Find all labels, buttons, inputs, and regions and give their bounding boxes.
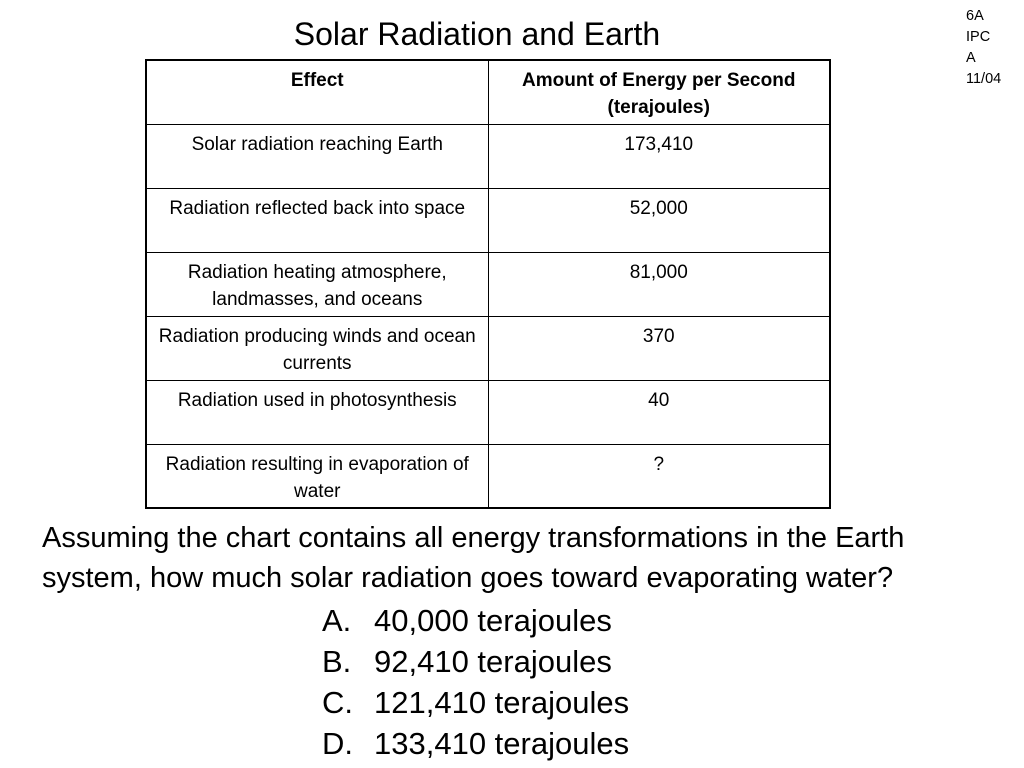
energy-cell: 81,000 — [487, 251, 831, 317]
option-letter: B. — [322, 644, 352, 679]
table-row: Radiation resulting in evaporation of wa… — [145, 443, 831, 509]
option: D. 133,410 terajoules — [322, 723, 629, 764]
energy-cell: 40 — [487, 379, 831, 445]
effect-cell: Solar radiation reaching Earth — [145, 123, 489, 189]
energy-cell: 173,410 — [487, 123, 831, 189]
effect-cell: Radiation heating atmosphere, landmasses… — [145, 251, 489, 317]
effect-cell: Radiation producing winds and ocean curr… — [145, 315, 489, 381]
option-letter: D. — [322, 726, 353, 761]
effect-cell: Radiation resulting in evaporation of wa… — [145, 443, 489, 509]
table-row: Radiation producing winds and ocean curr… — [145, 315, 831, 381]
option: A. 40,000 terajoules — [322, 600, 629, 641]
energy-table: Effect Amount of Energy per Second (teraj… — [145, 59, 831, 509]
option-text: 121,410 terajoules — [374, 685, 630, 720]
table-row: Radiation reflected back into space 52,00… — [145, 187, 831, 253]
corner-note: 6A IPC A 11/04 — [966, 6, 1001, 90]
note-line: A — [966, 50, 976, 66]
option-text: 40,000 terajoules — [374, 603, 612, 638]
note-line: 6A — [966, 8, 984, 24]
effect-cell: Radiation used in photosynthesis — [145, 379, 489, 445]
table-row: Solar radiation reaching Earth 173,410 — [145, 123, 831, 189]
note-line: 11/04 — [966, 71, 1002, 87]
header-cell: Effect — [145, 59, 489, 125]
table-row: Radiation used in photosynthesis 40 — [145, 379, 831, 445]
header-cell: Amount of Energy per Second (terajoules) — [487, 59, 831, 125]
question: Assuming the chart contains all energy t… — [42, 522, 905, 594]
energy-cell: ? — [487, 443, 831, 509]
option-letter: A. — [322, 603, 352, 638]
energy-cell: 370 — [487, 315, 831, 381]
effect-cell: Radiation reflected back into space — [145, 187, 489, 253]
energy-cell: 52,000 — [487, 187, 831, 253]
option: B. 92,410 terajoules — [322, 641, 629, 682]
note-line: IPC — [966, 29, 991, 45]
table-row: Radiation heating atmosphere, landmasses… — [145, 251, 831, 317]
option-text: 92,410 terajoules — [374, 644, 612, 679]
answer-options: A. 40,000 terajoules B. 92,410 terajoules C.… — [322, 600, 629, 764]
option-letter: C. — [322, 685, 353, 720]
option-text: 133,410 terajoules — [374, 726, 630, 761]
slide-title: Solar Radiation and Earth — [293, 16, 661, 52]
option: C. 121,410 terajoules — [322, 682, 629, 723]
header-row: Effect Amount of Energy per Second (teraj… — [145, 59, 831, 125]
